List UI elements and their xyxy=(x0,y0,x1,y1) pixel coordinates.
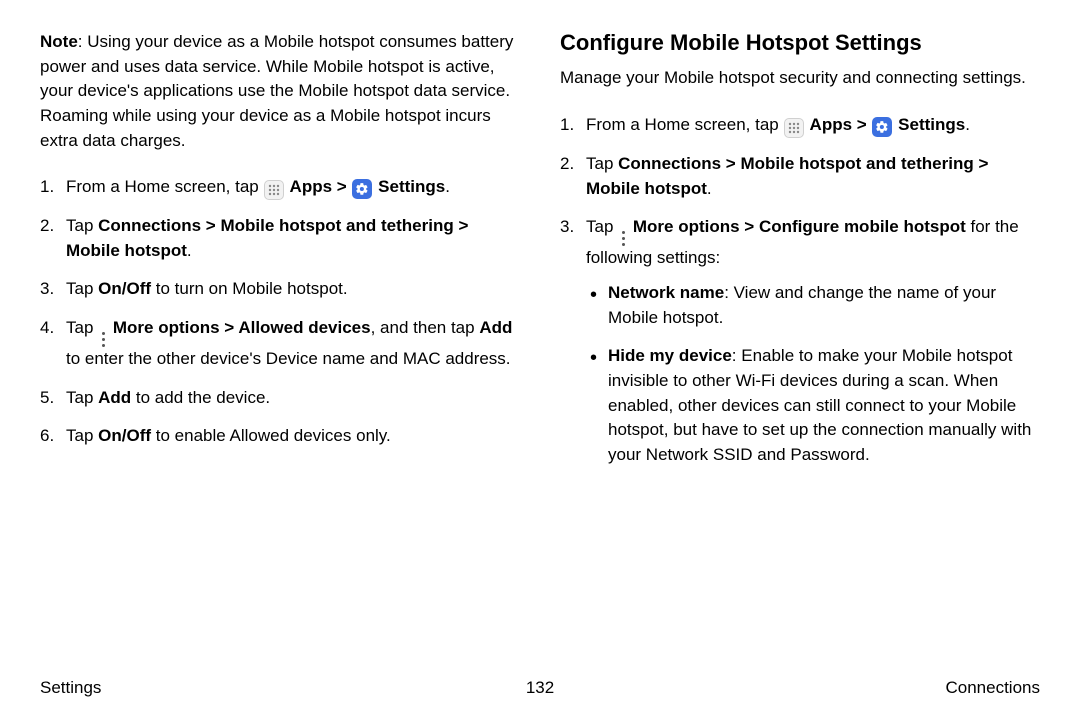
step-text: Tap xyxy=(66,279,98,298)
settings-label: Settings xyxy=(373,177,445,196)
note-text: : Using your device as a Mobile hotspot … xyxy=(40,32,513,150)
section-heading: Configure Mobile Hotspot Settings xyxy=(560,30,1040,56)
step-item: Tap On/Off to turn on Mobile hotspot. xyxy=(40,277,520,302)
note-label: Note xyxy=(40,32,78,51)
footer-right: Connections xyxy=(945,678,1040,698)
settings-label: Settings xyxy=(893,115,965,134)
step-item: Tap More options > Allowed devices, and … xyxy=(40,316,520,372)
step-bold: Add xyxy=(479,318,512,337)
step-sep: > xyxy=(852,115,871,134)
page-footer: Settings 132 Connections xyxy=(40,678,1040,698)
bullet-item: Hide my device: Enable to make your Mobi… xyxy=(586,344,1040,467)
bullet-bold: Network name xyxy=(608,283,724,302)
footer-page-number: 132 xyxy=(526,678,554,698)
step-bold: More options > Configure mobile hotspot xyxy=(628,217,966,236)
step-end: to add the device. xyxy=(131,388,270,407)
step-text: From a Home screen, tap xyxy=(586,115,783,134)
more-options-icon xyxy=(100,332,106,347)
note-paragraph: Note: Using your device as a Mobile hots… xyxy=(40,30,520,153)
settings-bullets: Network name: View and change the name o… xyxy=(586,281,1040,467)
step-end: . xyxy=(187,241,192,260)
step-bold: Connections > Mobile hotspot and tetheri… xyxy=(66,216,468,260)
left-column: Note: Using your device as a Mobile hots… xyxy=(40,30,520,481)
step-bold: Add xyxy=(98,388,131,407)
step-sep: > xyxy=(332,177,351,196)
step-end: . xyxy=(965,115,970,134)
more-options-icon xyxy=(620,231,626,246)
step-end: to turn on Mobile hotspot. xyxy=(151,279,348,298)
step-item: Tap On/Off to enable Allowed devices onl… xyxy=(40,424,520,449)
step-end: . xyxy=(445,177,450,196)
step-text: Tap xyxy=(586,154,618,173)
apps-icon xyxy=(784,118,804,138)
step-item: From a Home screen, tap Apps > Settings. xyxy=(40,175,520,200)
right-column: Configure Mobile Hotspot Settings Manage… xyxy=(560,30,1040,481)
step-end: to enable Allowed devices only. xyxy=(151,426,391,445)
page-content: Note: Using your device as a Mobile hots… xyxy=(40,30,1040,481)
step-item: Tap Connections > Mobile hotspot and tet… xyxy=(560,152,1040,201)
footer-left: Settings xyxy=(40,678,101,698)
apps-icon xyxy=(264,180,284,200)
step-text: Tap xyxy=(66,216,98,235)
step-item: From a Home screen, tap Apps > Settings. xyxy=(560,113,1040,138)
bullet-item: Network name: View and change the name o… xyxy=(586,281,1040,330)
step-item: Tap Connections > Mobile hotspot and tet… xyxy=(40,214,520,263)
section-subtext: Manage your Mobile hotspot security and … xyxy=(560,66,1040,91)
bullet-bold: Hide my device xyxy=(608,346,732,365)
left-steps: From a Home screen, tap Apps > Settings.… xyxy=(40,175,520,449)
step-text: From a Home screen, tap xyxy=(66,177,263,196)
step-bold: Connections > Mobile hotspot and tetheri… xyxy=(586,154,988,198)
settings-icon xyxy=(352,179,372,199)
step-bold: More options > Allowed devices xyxy=(108,318,370,337)
step-mid: , and then tap xyxy=(371,318,480,337)
right-steps: From a Home screen, tap Apps > Settings.… xyxy=(560,113,1040,467)
step-text: Tap xyxy=(586,217,618,236)
step-text: Tap xyxy=(66,388,98,407)
apps-label: Apps xyxy=(805,115,852,134)
step-item: Tap More options > Configure mobile hots… xyxy=(560,215,1040,467)
step-text: Tap xyxy=(66,426,98,445)
step-text: Tap xyxy=(66,318,98,337)
step-bold: On/Off xyxy=(98,426,151,445)
apps-label: Apps xyxy=(285,177,332,196)
step-end: . xyxy=(707,179,712,198)
step-end: to enter the other device's Device name … xyxy=(66,349,511,368)
step-bold: On/Off xyxy=(98,279,151,298)
settings-icon xyxy=(872,117,892,137)
step-item: Tap Add to add the device. xyxy=(40,386,520,411)
